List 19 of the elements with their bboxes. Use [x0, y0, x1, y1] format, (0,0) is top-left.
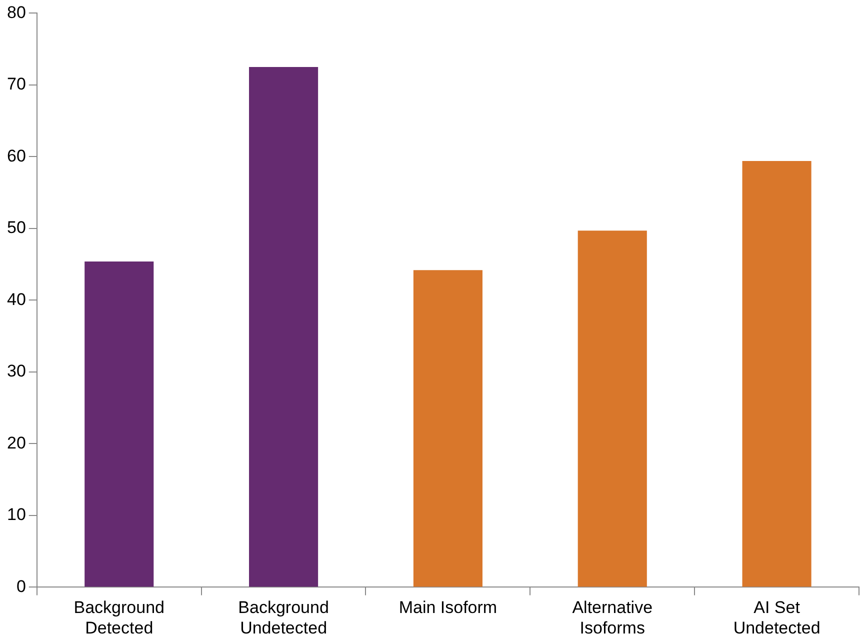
bar: [578, 230, 647, 587]
y-tick-label: 0: [16, 576, 26, 596]
y-tick-label: 30: [6, 362, 26, 381]
y-tick-label: 40: [6, 290, 26, 309]
bar: [742, 161, 812, 587]
x-tick-label: Background Detected: [74, 598, 164, 638]
y-tick-label: 70: [6, 74, 26, 94]
y-tick-label: 20: [6, 433, 26, 452]
x-tick-label: AI Set Undetected: [733, 598, 820, 638]
y-tick-label: 10: [6, 505, 26, 524]
bar: [413, 270, 482, 587]
y-tick-label: 80: [6, 2, 26, 22]
bar: [249, 67, 318, 587]
x-tick-label: Background Undetected: [238, 598, 329, 638]
y-tick-label: 50: [6, 218, 26, 238]
y-tick-label: 60: [6, 146, 26, 166]
bar: [84, 261, 154, 587]
x-tick-label: Alternative Isoforms: [572, 598, 653, 638]
x-tick-label: Main Isoform: [398, 598, 498, 618]
